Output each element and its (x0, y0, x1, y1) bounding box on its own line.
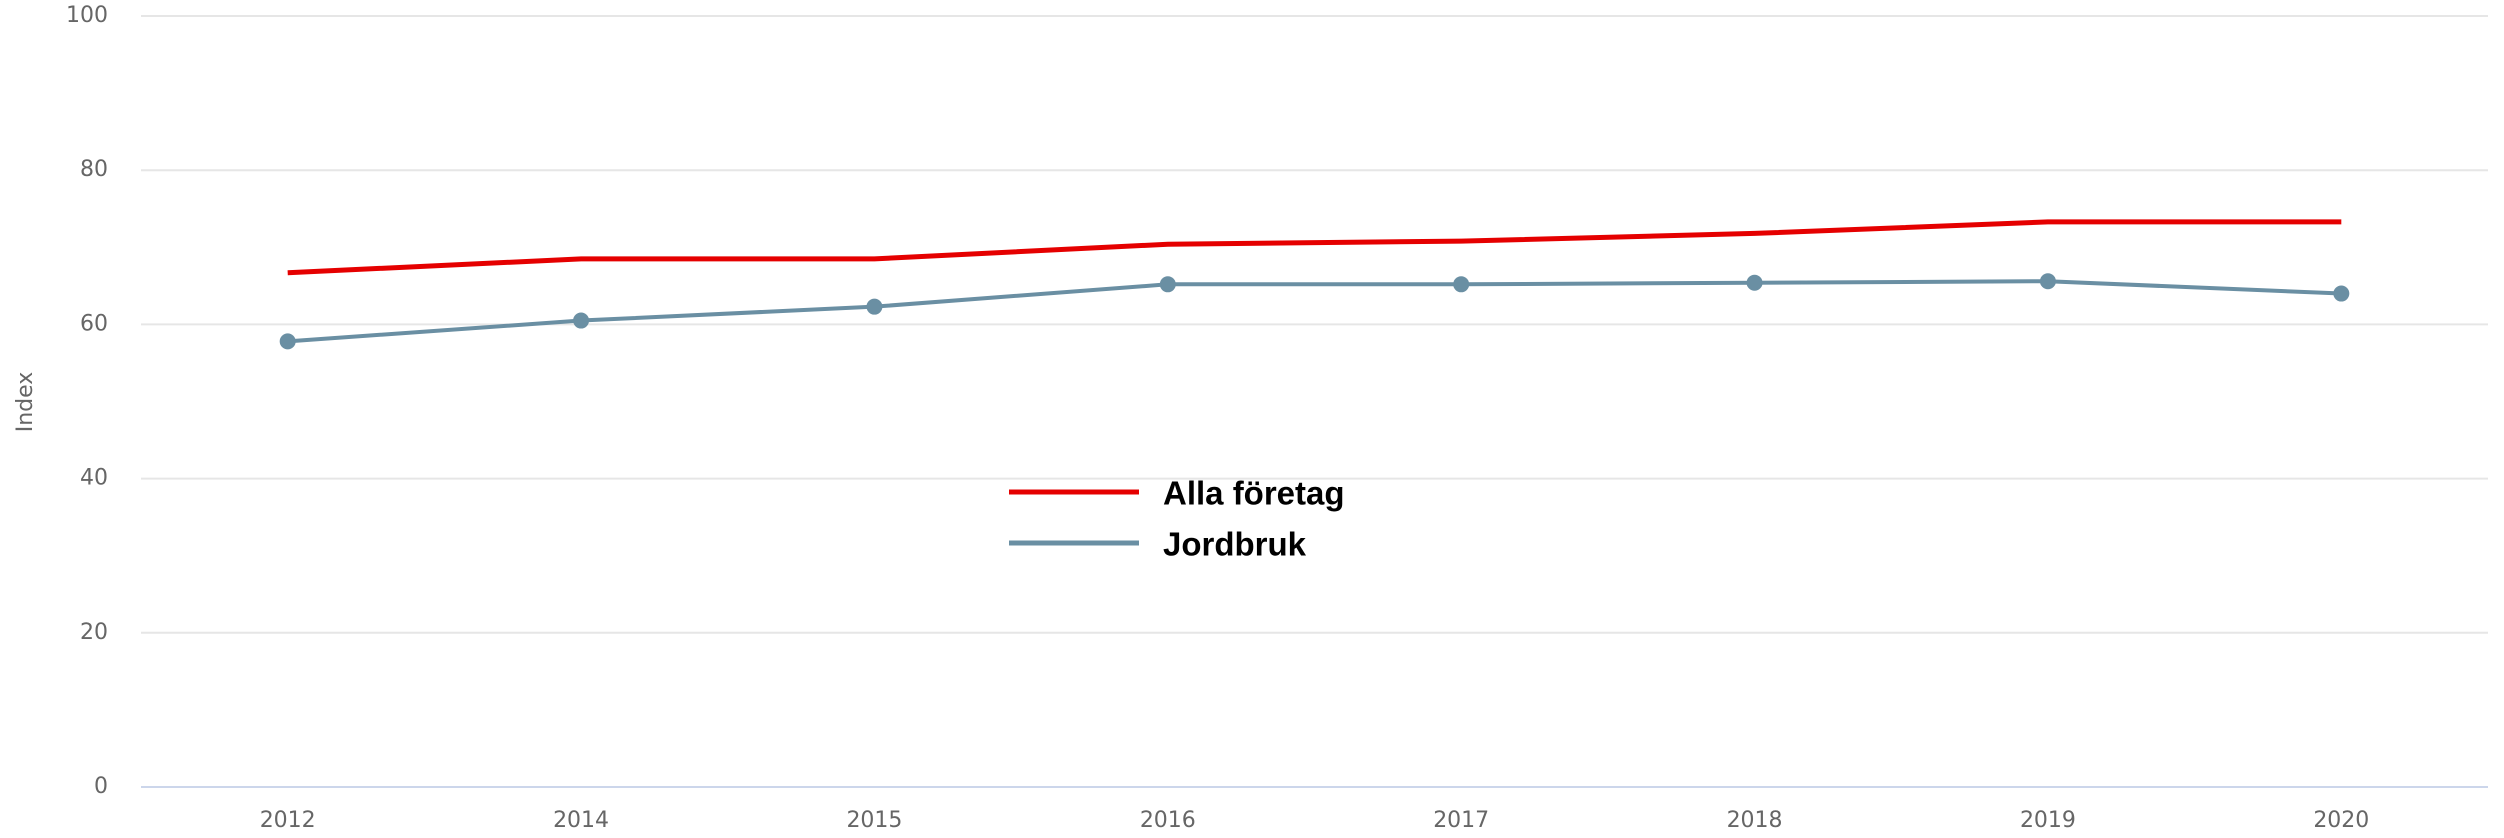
x-tick-label: 2012 (260, 808, 316, 833)
x-tick-label: 2017 (1433, 808, 1489, 833)
legend-label: Jordbruk (1163, 526, 1307, 563)
x-tick-label: 2014 (553, 808, 609, 833)
x-tick-label: 2015 (846, 808, 902, 833)
marker (2039, 273, 2056, 290)
marker (1453, 276, 1470, 293)
x-tick-label: 2020 (2313, 808, 2369, 833)
marker (1159, 276, 1176, 293)
y-tick-label: 80 (80, 157, 108, 182)
y-axis-label: Index (13, 372, 38, 433)
series-line (287, 279, 2342, 344)
marker (1746, 274, 1763, 291)
x-tick-label: 2016 (1140, 808, 1196, 833)
y-tick-label: 0 (94, 774, 108, 799)
y-tick-label: 60 (80, 311, 108, 336)
marker (279, 333, 296, 350)
marker (866, 298, 883, 315)
y-tick-label: 20 (80, 620, 108, 645)
series-line (287, 219, 2342, 276)
marker (2333, 285, 2350, 302)
x-tick-label: 2019 (2020, 808, 2076, 833)
legend-label: Alla företag (1163, 475, 1345, 512)
y-tick-label: 100 (66, 3, 108, 28)
y-tick-label: 40 (80, 466, 108, 491)
x-tick-label: 2018 (1727, 808, 1783, 833)
marker (573, 312, 590, 329)
